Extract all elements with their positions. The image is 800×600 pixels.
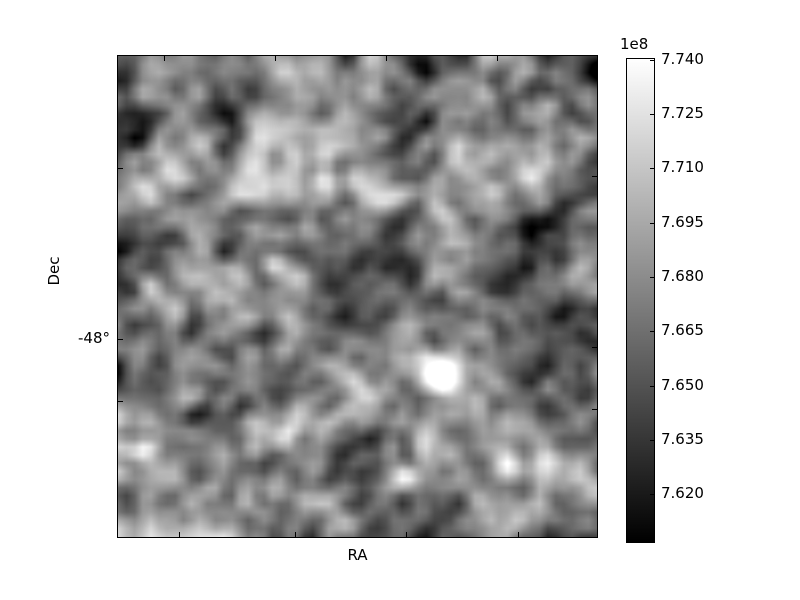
colorbar-label-8: 7.620 [661,484,704,502]
x-tick-top-1 [164,56,165,61]
y-tick-right-1 [592,176,597,177]
colorbar-tick-2 [650,168,655,169]
image-axes[interactable] [117,55,598,538]
colorbar-tick-7 [650,440,655,441]
y-axis-label: Dec [45,256,63,286]
colorbar-tick-4 [650,277,655,278]
colorbar-tick-6 [650,386,655,387]
colorbar-label-6: 7.650 [661,376,704,394]
y-tick-left-1 [118,168,123,169]
colorbar-label-0: 7.740 [661,50,704,68]
colorbar-label-1: 7.725 [661,104,704,122]
y-tick-label-dec: -48° [78,329,110,347]
x-tick-bottom-4 [518,532,519,537]
colorbar-tick-8 [650,494,655,495]
colorbar-tick-1 [650,114,655,115]
heatmap-image [118,56,597,537]
colorbar-label-2: 7.710 [661,158,704,176]
x-tick-bottom-1 [179,532,180,537]
x-tick-bottom-2 [295,532,296,537]
x-tick-top-2 [275,56,276,61]
x-tick-top-3 [386,56,387,61]
x-tick-top-4 [497,56,498,61]
colorbar-label-4: 7.680 [661,267,704,285]
y-tick-left-2 [118,339,123,340]
y-tick-left-3 [118,401,123,402]
colorbar-offset-text: 1e8 [620,35,649,53]
x-axis-label: RA [347,546,368,564]
y-tick-label-group: -48° [0,331,110,346]
colorbar-label-3: 7.695 [661,213,704,231]
colorbar[interactable] [626,58,655,543]
colorbar-tick-5 [650,331,655,332]
colorbar-tick-3 [650,223,655,224]
colorbar-tick-0 [650,60,655,61]
y-tick-right-3 [592,409,597,410]
y-tick-right-2 [592,347,597,348]
x-tick-bottom-3 [406,532,407,537]
colorbar-label-7: 7.635 [661,430,704,448]
colorbar-label-5: 7.665 [661,321,704,339]
